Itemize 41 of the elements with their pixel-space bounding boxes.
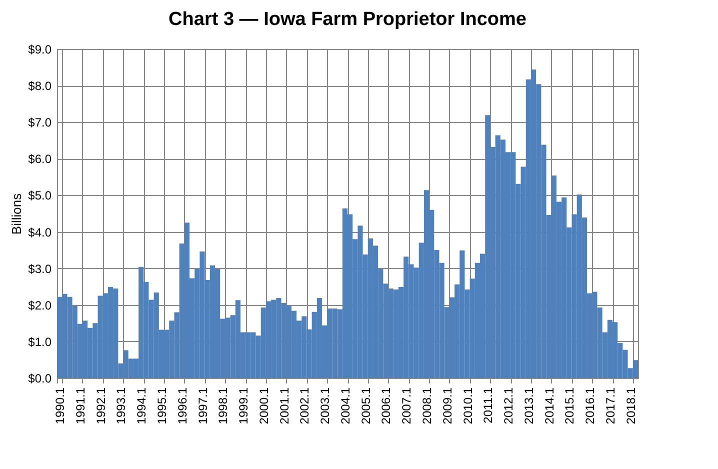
y-tick-label: $5.0	[28, 188, 52, 203]
x-tick-label: 2006.1	[379, 387, 394, 424]
x-tick-label: 1999.1	[236, 387, 251, 424]
y-tick-label: $1.0	[28, 334, 52, 349]
y-tick-label: $9.0	[28, 42, 52, 56]
x-tick-label: 2016.1	[583, 387, 598, 424]
x-tick-label: 1997.1	[196, 387, 210, 424]
y-tick-label: $7.0	[28, 116, 52, 130]
x-tick-label: 2015.1	[562, 387, 577, 424]
x-tick-label: 2009.1	[440, 387, 454, 424]
x-tick-label: 1992.1	[94, 387, 108, 424]
x-tick-label: 1998.1	[216, 387, 230, 424]
x-tick-label: 2002.1	[298, 387, 312, 424]
x-tick-label: 2014.1	[542, 387, 556, 424]
x-tick-label: 1990.1	[53, 387, 68, 424]
x-tick-label: 2013.1	[522, 387, 536, 424]
x-tick-label: 2003.1	[318, 387, 332, 424]
x-tick-label: 2001.1	[277, 387, 292, 424]
x-tick-label: 2010.1	[460, 387, 475, 424]
x-tick-label: 2008.1	[420, 387, 434, 424]
y-tick-label: $4.0	[28, 225, 52, 240]
y-tick-label: $6.0	[28, 152, 52, 166]
x-tick-label: 2018.1	[624, 387, 638, 424]
x-tick-label: 1994.1	[134, 387, 149, 424]
y-tick-label: $0.0	[28, 372, 52, 386]
x-tick-label: 2012.1	[502, 387, 516, 424]
x-tick-label: 2004.1	[338, 387, 352, 424]
x-tick-label: 2011.1	[481, 387, 496, 424]
y-axis-title: Billions	[9, 192, 24, 235]
x-tick-label: 2017.1	[603, 387, 618, 424]
x-tick-label: 2005.1	[358, 387, 373, 424]
y-tick-label: $8.0	[28, 79, 52, 94]
x-tick-label: 2000.1	[256, 387, 271, 424]
x-tick-label: 1996.1	[175, 387, 190, 424]
x-tick-label: 1993.1	[114, 387, 128, 424]
x-tick-label: 1991.1	[73, 387, 88, 424]
y-tick-label: $2.0	[28, 298, 52, 312]
y-tick-label: $3.0	[28, 262, 52, 276]
x-tick-label: 1995.1	[154, 387, 169, 424]
x-tick-label: 2007.1	[400, 387, 414, 424]
chart-title: Chart 3 — Iowa Farm Proprietor Income	[168, 9, 526, 30]
